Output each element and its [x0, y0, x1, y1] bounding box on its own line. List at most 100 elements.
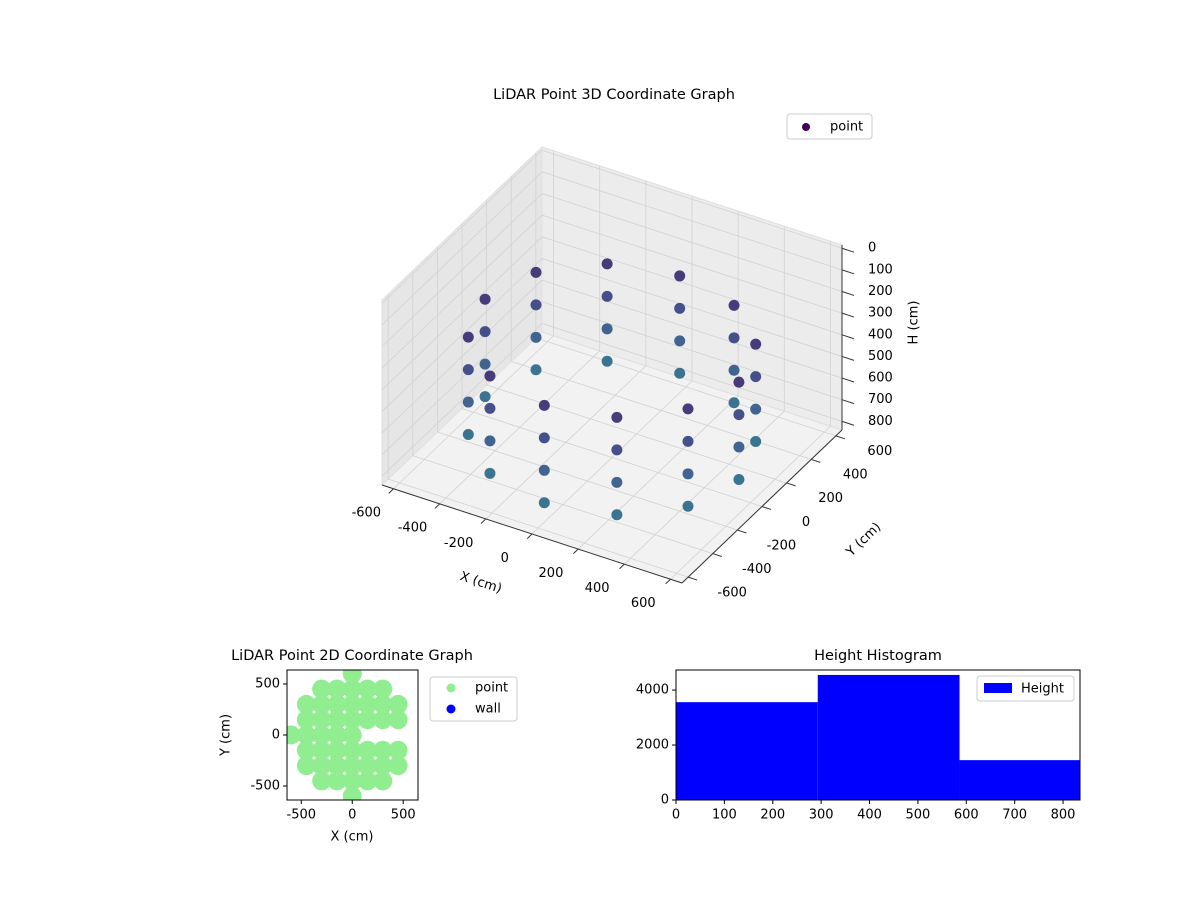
point	[682, 435, 694, 447]
z-tick-label: 600	[868, 371, 893, 386]
point	[327, 710, 347, 730]
z-tick-label: 700	[868, 392, 893, 407]
point	[342, 756, 362, 776]
grid-line	[412, 455, 713, 554]
point	[601, 258, 613, 270]
grid-line	[381, 214, 543, 369]
grid-line	[541, 149, 843, 249]
point	[358, 710, 378, 730]
point	[530, 331, 542, 343]
x-tick-label: 200	[539, 566, 564, 581]
point	[388, 740, 408, 760]
point	[312, 756, 332, 776]
point	[296, 710, 316, 730]
tick-mark	[841, 377, 855, 383]
tick-mark	[841, 399, 855, 405]
tick-mark	[687, 576, 698, 581]
point	[611, 444, 623, 456]
grid-line	[388, 478, 689, 578]
point	[530, 364, 542, 376]
point	[462, 396, 474, 408]
point	[682, 500, 694, 512]
point	[538, 399, 550, 411]
legend-label: point	[475, 681, 508, 696]
point	[312, 679, 332, 699]
point	[479, 358, 491, 370]
point	[674, 367, 686, 379]
point	[462, 429, 474, 441]
legend-box	[976, 675, 1075, 702]
chart-title: LiDAR Point 3D Coordinate Graph	[493, 87, 735, 103]
x-tick-label: 500	[906, 808, 931, 823]
point	[296, 694, 316, 714]
y-tick-label: 4000	[636, 683, 669, 698]
point	[342, 725, 362, 745]
point	[611, 509, 623, 521]
y-tick-label: 200	[818, 491, 843, 506]
chart-2d: -500 0 500 -500 0 500 X (cm) Y (cm) LiDAR Point …	[219, 648, 518, 845]
point	[674, 270, 686, 282]
point	[601, 323, 613, 335]
point	[312, 710, 332, 730]
tick-mark	[841, 355, 855, 361]
grid-line	[381, 323, 543, 477]
point	[388, 694, 408, 714]
point	[750, 403, 762, 415]
x-axis-label: X (cm)	[331, 830, 374, 845]
grid-line	[541, 236, 843, 336]
grid-line	[381, 258, 543, 412]
point	[312, 694, 332, 714]
z-tick-label: 0	[868, 241, 876, 256]
point	[733, 409, 745, 421]
plot-area	[676, 674, 1080, 800]
point	[373, 710, 393, 730]
grid-line	[381, 236, 543, 391]
point	[601, 290, 613, 302]
chart-histogram: Height 0 100 200 300 400 500 600 700 800 0 2000 4000…	[636, 648, 1081, 823]
y-tick-label: -500	[250, 779, 280, 794]
point	[327, 756, 347, 776]
legend-swatch	[984, 683, 1012, 693]
tick-mark	[841, 247, 855, 253]
z-tick-label: 200	[868, 284, 893, 299]
grid-line	[381, 193, 543, 347]
x-tick-label: 200	[760, 808, 785, 823]
point	[674, 302, 686, 314]
point	[358, 756, 378, 776]
x-tick-label: 600	[954, 808, 979, 823]
chart-title: LiDAR Point 2D Coordinate Graph	[231, 648, 473, 664]
tick-mark	[841, 291, 855, 296]
grid-line	[541, 193, 843, 292]
z-tick-label: 500	[868, 349, 893, 364]
y-tick-label: -600	[717, 585, 747, 600]
point	[484, 435, 496, 447]
axes-frame	[675, 669, 1081, 801]
y-tick-label: 2000	[636, 738, 669, 753]
x-tick-label: 400	[585, 581, 610, 596]
x-tick-label: -500	[287, 808, 317, 823]
x-tick-label: -400	[398, 521, 428, 536]
point	[358, 740, 378, 760]
grid-line	[461, 408, 763, 507]
tick-mark	[480, 518, 487, 524]
y-tick-label: 600	[867, 444, 892, 459]
point	[342, 786, 362, 800]
legend-marker	[446, 683, 456, 693]
point	[728, 364, 740, 376]
point	[388, 710, 408, 730]
grid-line	[381, 171, 543, 326]
grid-line	[541, 279, 843, 379]
z-tick-label: 800	[868, 414, 893, 429]
point	[484, 370, 496, 382]
point	[327, 771, 347, 791]
chart-title: Height Histogram	[814, 648, 942, 664]
point	[682, 468, 694, 480]
grid-line	[541, 171, 843, 271]
x-tick-label: 0	[348, 808, 356, 823]
point	[750, 371, 762, 383]
point	[373, 771, 393, 791]
legend-label: Height	[1021, 682, 1064, 697]
point	[733, 473, 745, 485]
point	[358, 771, 378, 791]
